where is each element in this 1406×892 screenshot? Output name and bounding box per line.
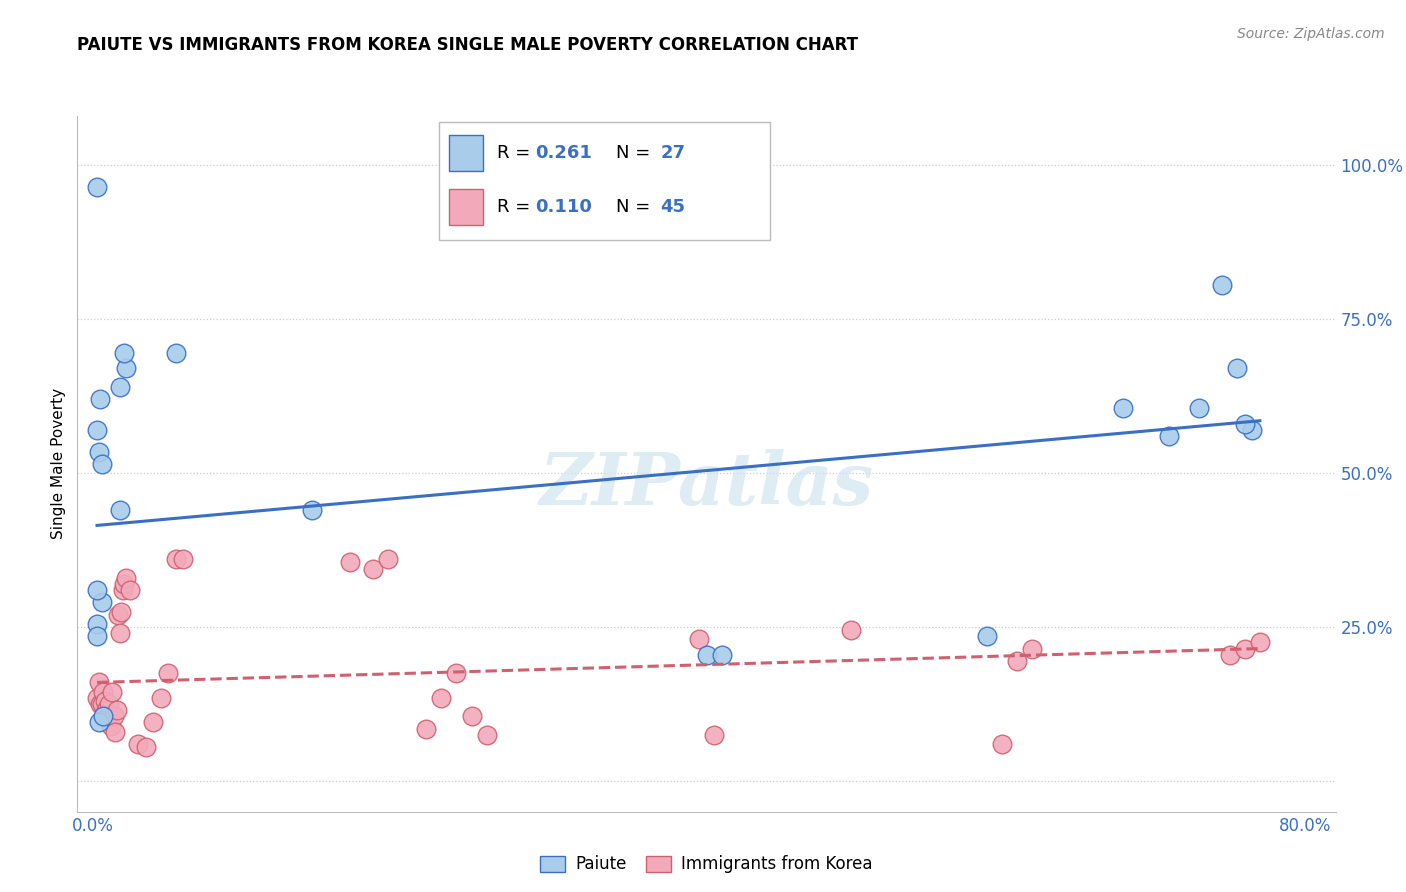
Point bbox=[94, 703, 117, 717]
Text: R =: R = bbox=[496, 144, 536, 162]
Point bbox=[172, 552, 194, 566]
Text: R =: R = bbox=[496, 198, 536, 216]
Point bbox=[149, 690, 172, 705]
Point bbox=[165, 552, 187, 566]
Point bbox=[361, 561, 384, 575]
Point bbox=[1249, 635, 1271, 649]
Point bbox=[696, 648, 718, 662]
Text: N =: N = bbox=[616, 144, 657, 162]
Point bbox=[86, 690, 108, 705]
Point bbox=[1211, 278, 1233, 293]
FancyBboxPatch shape bbox=[450, 135, 484, 171]
Point bbox=[1226, 361, 1249, 376]
Text: 0.110: 0.110 bbox=[536, 198, 592, 216]
Point bbox=[86, 179, 108, 194]
Point bbox=[1219, 648, 1241, 662]
Point bbox=[120, 583, 142, 598]
FancyBboxPatch shape bbox=[439, 121, 770, 240]
Point bbox=[86, 423, 108, 437]
Point bbox=[108, 626, 131, 640]
Point bbox=[87, 715, 110, 730]
Point bbox=[1241, 423, 1264, 437]
Point bbox=[460, 709, 482, 723]
Point bbox=[112, 577, 135, 591]
Point bbox=[1233, 641, 1256, 656]
Point bbox=[1007, 654, 1029, 668]
Point bbox=[1188, 401, 1211, 416]
Point bbox=[104, 724, 127, 739]
Text: PAIUTE VS IMMIGRANTS FROM KOREA SINGLE MALE POVERTY CORRELATION CHART: PAIUTE VS IMMIGRANTS FROM KOREA SINGLE M… bbox=[77, 36, 858, 54]
Point bbox=[86, 629, 108, 643]
Point bbox=[1157, 429, 1180, 443]
Point bbox=[90, 595, 112, 609]
Point bbox=[839, 623, 862, 637]
Point bbox=[89, 392, 111, 407]
Point bbox=[91, 709, 114, 723]
Point bbox=[90, 457, 112, 471]
Point bbox=[339, 555, 361, 569]
Point bbox=[111, 583, 134, 598]
Point bbox=[89, 697, 111, 711]
Point bbox=[142, 715, 165, 730]
Text: 0.261: 0.261 bbox=[536, 144, 592, 162]
Point bbox=[87, 675, 110, 690]
Point bbox=[108, 380, 131, 394]
Point bbox=[105, 703, 128, 717]
Point bbox=[97, 709, 120, 723]
Point bbox=[87, 444, 110, 458]
Point bbox=[127, 737, 149, 751]
Point bbox=[430, 690, 453, 705]
Point bbox=[703, 728, 725, 742]
Point bbox=[1112, 401, 1135, 416]
Point bbox=[1233, 417, 1256, 431]
Point bbox=[115, 571, 138, 585]
Point bbox=[93, 694, 115, 708]
Text: ZIPatlas: ZIPatlas bbox=[540, 450, 873, 520]
Y-axis label: Single Male Poverty: Single Male Poverty bbox=[51, 388, 66, 540]
Point bbox=[446, 666, 468, 681]
Point bbox=[377, 552, 399, 566]
Legend: Paiute, Immigrants from Korea: Paiute, Immigrants from Korea bbox=[533, 848, 880, 880]
Point bbox=[86, 616, 108, 631]
Point bbox=[475, 728, 498, 742]
Point bbox=[90, 697, 112, 711]
Point bbox=[100, 718, 122, 732]
Point bbox=[98, 697, 121, 711]
Point bbox=[112, 346, 135, 360]
Point bbox=[165, 346, 187, 360]
FancyBboxPatch shape bbox=[450, 189, 484, 225]
Point bbox=[107, 607, 129, 622]
Point bbox=[976, 629, 998, 643]
Point bbox=[115, 361, 138, 376]
Point bbox=[108, 503, 131, 517]
Point bbox=[301, 503, 323, 517]
Point bbox=[103, 709, 125, 723]
Point bbox=[157, 666, 180, 681]
Point bbox=[86, 583, 108, 598]
Point bbox=[110, 605, 132, 619]
Text: 45: 45 bbox=[661, 198, 685, 216]
Point bbox=[710, 648, 733, 662]
Point bbox=[91, 684, 114, 698]
Point bbox=[135, 740, 157, 755]
Point bbox=[688, 632, 710, 647]
Text: 27: 27 bbox=[661, 144, 685, 162]
Point bbox=[415, 722, 437, 736]
Point bbox=[991, 737, 1014, 751]
Point bbox=[1021, 641, 1043, 656]
Point bbox=[101, 684, 124, 698]
Text: N =: N = bbox=[616, 198, 657, 216]
Text: Source: ZipAtlas.com: Source: ZipAtlas.com bbox=[1237, 27, 1385, 41]
